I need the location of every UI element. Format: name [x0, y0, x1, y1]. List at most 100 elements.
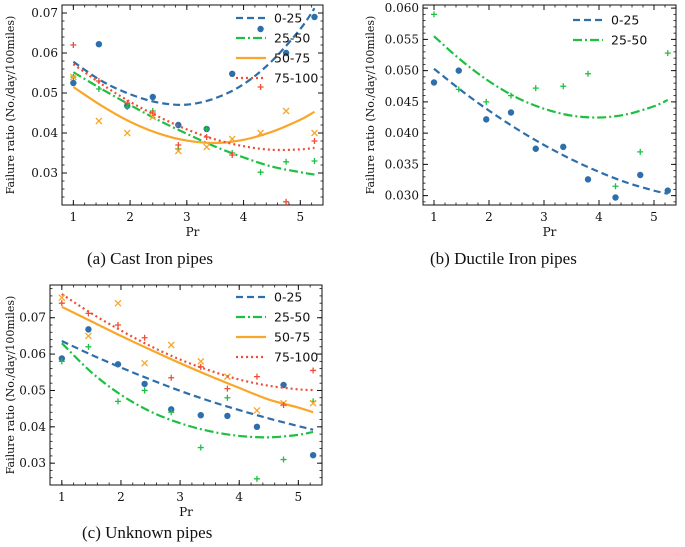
data-point-0-25 [282, 49, 290, 57]
data-point-25-50 [253, 475, 260, 482]
series-0-25 [58, 326, 317, 459]
data-point-25-50 [141, 387, 148, 394]
data-point-50-75 [253, 406, 261, 414]
data-point-50-75 [197, 357, 205, 365]
y-tick-label: 0.035 [385, 157, 419, 171]
data-point-75-100 [70, 42, 77, 48]
fit-curve-25-50 [433, 35, 669, 119]
legend: 0-25 25-50 50-75 75-100 [236, 11, 318, 86]
data-point-0-25 [253, 423, 261, 431]
series-75-100 [58, 293, 317, 408]
data-point-0-25 [584, 176, 592, 183]
data-point-50-75 [141, 359, 149, 367]
data-point-75-100 [115, 322, 121, 328]
data-point-0-25 [85, 326, 92, 333]
data-point-50-75 [167, 341, 175, 349]
series-0-25 [430, 67, 671, 201]
data-point-25-50 [280, 456, 287, 463]
x-axis-label: Pr [186, 225, 200, 239]
data-point-75-100 [85, 310, 92, 317]
plot-area [58, 293, 317, 482]
data-point-0-25 [664, 187, 671, 194]
data-point-0-25 [483, 116, 490, 123]
data-point-50-75 [203, 143, 211, 151]
panel-2: 1 2 3 4 5 0.03 0.04 0.05 0.06 0.07 Pr Failure ratio… [4, 284, 323, 542]
data-point-75-100 [283, 198, 290, 205]
y-tick-label: 0.04 [19, 420, 46, 434]
data-point-0-25 [95, 41, 103, 48]
fit-curve-0-25 [72, 7, 316, 106]
x-tick-label: 4 [240, 210, 248, 224]
data-point-25-50 [311, 158, 318, 164]
data-point-50-75 [282, 107, 290, 115]
series-25-50 [431, 11, 671, 190]
x-tick-label: 2 [485, 210, 493, 224]
data-point-75-100 [58, 300, 65, 307]
legend-label: 0-25 [611, 13, 639, 28]
y-tick-label: 0.04 [31, 126, 58, 140]
data-point-75-100 [253, 373, 260, 380]
legend-label: 25-50 [611, 33, 647, 48]
x-axis-label: Pr [179, 505, 193, 519]
fit-curve-50-75 [72, 86, 316, 145]
data-point-50-75 [228, 135, 236, 143]
data-point-0-25 [455, 67, 462, 74]
data-point-25-50 [85, 343, 92, 350]
data-point-25-50 [585, 70, 591, 77]
data-point-0-25 [70, 79, 77, 87]
y-tick-label: 0.040 [385, 126, 419, 140]
legend-label: 25-50 [274, 310, 310, 325]
data-point-50-75 [311, 129, 318, 137]
data-point-50-75 [84, 332, 92, 340]
plot-area [430, 11, 671, 201]
x-tick-label: 1 [58, 490, 66, 504]
y-tick-label: 0.060 [385, 1, 419, 15]
legend-label: 75-100 [274, 71, 318, 86]
x-tick-label: 3 [176, 490, 184, 504]
plot-frame [61, 4, 324, 206]
data-point-0-25 [532, 145, 539, 152]
data-point-25-50 [95, 86, 102, 92]
legend: 0-25 25-50 [573, 13, 647, 48]
data-point-0-25 [560, 143, 567, 151]
y-tick-label: 0.030 [385, 189, 419, 203]
data-point-25-50 [224, 394, 231, 401]
data-point-25-50 [508, 92, 514, 99]
y-tick-label: 0.05 [31, 86, 58, 100]
data-point-75-100 [175, 142, 182, 148]
data-point-75-100 [149, 110, 156, 116]
data-point-0-25 [612, 194, 619, 201]
x-tick-label: 4 [595, 210, 603, 224]
data-point-25-50 [455, 86, 462, 93]
data-point-75-100 [224, 385, 231, 392]
data-point-75-100 [229, 152, 236, 158]
y-tick-label: 0.03 [31, 166, 58, 180]
data-point-75-100 [280, 402, 287, 408]
data-point-0-25 [507, 109, 515, 116]
data-point-0-25 [114, 361, 122, 368]
data-point-75-100 [168, 374, 175, 381]
data-point-50-75 [58, 294, 66, 302]
x-axis-label: Pr [543, 225, 557, 239]
panel-caption: (a) Cast Iron pipes [87, 249, 213, 268]
fit-curve-0-25 [433, 67, 668, 195]
data-point-0-25 [430, 79, 438, 86]
data-point-0-25 [311, 13, 318, 21]
data-point-50-75 [257, 129, 265, 137]
plot-area [69, 7, 318, 205]
data-point-25-50 [197, 444, 204, 451]
fit-curve-25-50 [61, 342, 314, 439]
x-tick-label: 4 [235, 490, 243, 504]
y-tick-label: 0.045 [385, 95, 419, 109]
data-point-50-75 [114, 299, 122, 307]
data-point-0-25 [149, 93, 156, 101]
data-point-50-75 [309, 399, 317, 407]
data-point-0-25 [224, 412, 231, 420]
plot-frame [422, 4, 677, 206]
data-point-25-50 [257, 169, 264, 176]
y-axis-label: Failure ratio (No./day/100miles) [4, 296, 17, 475]
data-point-25-50 [483, 98, 490, 105]
fit-curve-75-100 [61, 293, 314, 392]
x-tick-label: 1 [430, 210, 438, 224]
